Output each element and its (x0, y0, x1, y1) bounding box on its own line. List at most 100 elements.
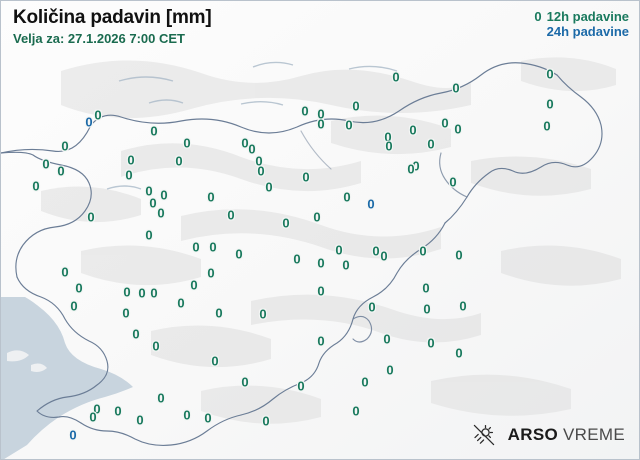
station-marker[interactable]: 0 (455, 247, 463, 263)
station-marker[interactable]: 0 (293, 251, 301, 267)
station-marker[interactable]: 0 (145, 183, 153, 199)
station-marker[interactable]: 0 (175, 153, 183, 169)
station-marker[interactable]: 0 (207, 189, 215, 205)
station-marker[interactable]: 0 (123, 284, 131, 300)
station-marker[interactable]: 0 (422, 280, 430, 296)
station-marker[interactable]: 0 (183, 135, 191, 151)
station-marker[interactable]: 0 (386, 362, 394, 378)
station-marker[interactable]: 0 (61, 264, 69, 280)
station-marker[interactable]: 0 (87, 209, 95, 225)
station-marker[interactable]: 0 (227, 207, 235, 223)
station-marker[interactable]: 0 (183, 407, 191, 423)
station-marker[interactable]: 0 (125, 167, 133, 183)
station-marker[interactable]: 0 (136, 412, 144, 428)
station-marker[interactable]: 0 (204, 410, 212, 426)
station-marker[interactable]: 0 (149, 195, 157, 211)
station-marker[interactable]: 0 (352, 403, 360, 419)
station-marker[interactable]: 0 (160, 187, 168, 203)
station-marker[interactable]: 0 (361, 374, 369, 390)
station-marker[interactable]: 0 (42, 156, 50, 172)
station-marker[interactable]: 0 (313, 209, 321, 225)
station-marker[interactable]: 0 (342, 257, 350, 273)
station-marker[interactable]: 0 (392, 69, 400, 85)
station-marker[interactable]: 0 (317, 116, 325, 132)
station-marker[interactable]: 0 (345, 117, 353, 133)
station-marker[interactable]: 0 (241, 374, 249, 390)
station-marker[interactable]: 0 (423, 301, 431, 317)
station-marker[interactable]: 0 (259, 306, 267, 322)
station-marker[interactable]: 0 (69, 427, 77, 443)
station-marker[interactable]: 0 (257, 163, 265, 179)
station-marker[interactable]: 0 (209, 239, 217, 255)
station-marker[interactable]: 0 (122, 305, 130, 321)
station-marker[interactable]: 0 (407, 161, 415, 177)
station-marker[interactable]: 0 (57, 163, 65, 179)
station-marker[interactable]: 0 (145, 227, 153, 243)
station-marker[interactable]: 0 (32, 178, 40, 194)
station-marker[interactable]: 0 (85, 114, 93, 130)
station-marker[interactable]: 0 (546, 66, 554, 82)
station-marker[interactable]: 0 (335, 242, 343, 258)
station-marker[interactable]: 0 (215, 305, 223, 321)
station-marker[interactable]: 0 (262, 413, 270, 429)
station-marker[interactable]: 0 (455, 345, 463, 361)
station-marker[interactable]: 0 (380, 248, 388, 264)
station-marker[interactable]: 0 (384, 129, 392, 145)
station-marker[interactable]: 0 (70, 298, 78, 314)
legend-item-24h[interactable]: 0 24h padavine (534, 24, 629, 39)
station-marker[interactable]: 0 (301, 103, 309, 119)
station-marker[interactable]: 0 (157, 205, 165, 221)
station-marker[interactable]: 0 (150, 123, 158, 139)
station-marker[interactable]: 0 (452, 80, 460, 96)
station-marker[interactable]: 0 (449, 174, 457, 190)
station-marker[interactable]: 0 (419, 243, 427, 259)
station-marker[interactable]: 0 (235, 246, 243, 262)
station-marker[interactable]: 0 (352, 98, 360, 114)
station-marker[interactable]: 0 (150, 285, 158, 301)
station-marker[interactable]: 0 (152, 338, 160, 354)
station-marker[interactable]: 0 (302, 169, 310, 185)
station-marker[interactable]: 0 (157, 390, 165, 406)
station-marker[interactable]: 0 (127, 152, 135, 168)
station-marker[interactable]: 0 (132, 326, 140, 342)
station-marker[interactable]: 0 (248, 141, 256, 157)
station-marker[interactable]: 0 (343, 189, 351, 205)
station-marker[interactable]: 0 (385, 138, 393, 154)
station-marker[interactable]: 0 (93, 401, 101, 417)
legend-item-12h[interactable]: 0 12h padavine (534, 9, 629, 24)
station-marker[interactable]: 0 (317, 255, 325, 271)
station-marker[interactable]: 0 (177, 295, 185, 311)
station-marker[interactable]: 0 (297, 378, 305, 394)
station-marker[interactable]: 0 (94, 107, 102, 123)
station-marker[interactable]: 0 (427, 136, 435, 152)
station-marker[interactable]: 0 (241, 135, 249, 151)
station-marker[interactable]: 0 (89, 409, 97, 425)
station-marker[interactable]: 0 (265, 179, 273, 195)
station-marker[interactable]: 0 (441, 115, 449, 131)
station-marker[interactable]: 0 (427, 335, 435, 351)
station-marker[interactable]: 0 (255, 153, 263, 169)
station-marker[interactable]: 0 (368, 299, 376, 315)
station-marker[interactable]: 0 (190, 277, 198, 293)
station-marker[interactable]: 0 (454, 121, 462, 137)
station-marker[interactable]: 0 (383, 331, 391, 347)
station-marker[interactable]: 0 (409, 122, 417, 138)
station-marker[interactable]: 0 (543, 118, 551, 134)
station-marker[interactable]: 0 (372, 243, 380, 259)
station-marker[interactable]: 0 (317, 333, 325, 349)
station-marker[interactable]: 0 (317, 106, 325, 122)
station-marker[interactable]: 0 (192, 239, 200, 255)
station-marker[interactable]: 0 (317, 283, 325, 299)
station-marker[interactable]: 0 (61, 138, 69, 154)
station-marker[interactable]: 0 (412, 158, 420, 174)
station-marker[interactable]: 0 (75, 280, 83, 296)
station-marker[interactable]: 0 (367, 196, 375, 212)
station-marker[interactable]: 0 (459, 298, 467, 314)
station-marker[interactable]: 0 (207, 265, 215, 281)
station-marker[interactable]: 0 (138, 285, 146, 301)
station-marker[interactable]: 0 (546, 96, 554, 112)
station-marker[interactable]: 0 (211, 353, 219, 369)
station-marker[interactable]: 0 (114, 403, 122, 419)
station-marker[interactable]: 0 (282, 215, 290, 231)
